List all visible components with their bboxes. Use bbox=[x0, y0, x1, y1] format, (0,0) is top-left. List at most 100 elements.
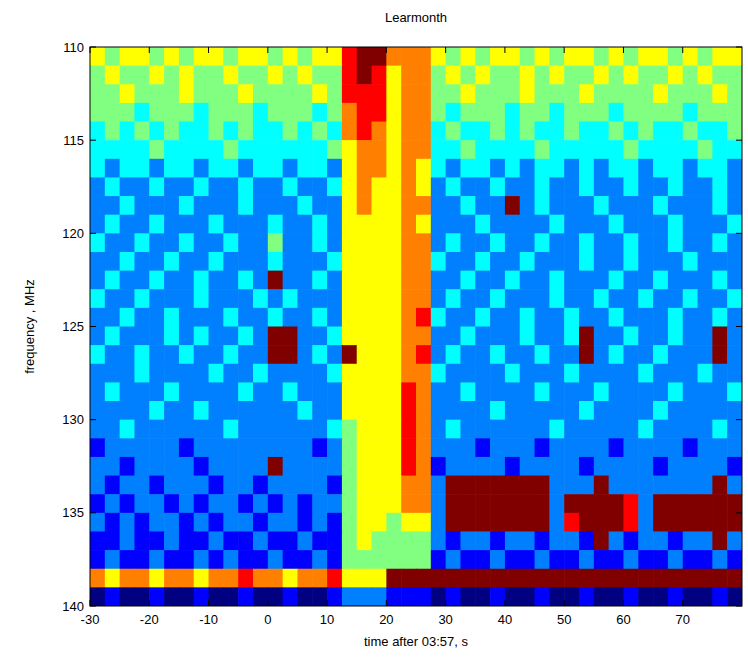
x-tick-label: -30 bbox=[81, 612, 100, 627]
cell bbox=[416, 494, 431, 513]
cell bbox=[386, 271, 401, 290]
cell bbox=[194, 382, 209, 401]
cell bbox=[683, 159, 698, 178]
cell bbox=[564, 122, 579, 141]
cell bbox=[416, 345, 431, 364]
y-tick-label: 135 bbox=[62, 505, 84, 520]
cell bbox=[357, 457, 372, 476]
cell bbox=[638, 457, 653, 476]
cell bbox=[431, 476, 446, 495]
cell bbox=[327, 513, 342, 532]
cell bbox=[312, 327, 327, 346]
cell bbox=[460, 308, 475, 327]
cell bbox=[223, 457, 238, 476]
cell bbox=[431, 233, 446, 252]
cell bbox=[475, 66, 490, 85]
cell bbox=[268, 215, 283, 234]
cell bbox=[446, 327, 461, 346]
cell bbox=[134, 177, 149, 196]
cell bbox=[268, 252, 283, 271]
cell bbox=[253, 47, 268, 66]
cell bbox=[134, 84, 149, 103]
x-tick bbox=[327, 47, 328, 53]
cell bbox=[372, 289, 387, 308]
cell bbox=[446, 420, 461, 439]
cell bbox=[594, 215, 609, 234]
cell bbox=[460, 289, 475, 308]
cell bbox=[401, 457, 416, 476]
cell bbox=[209, 308, 224, 327]
x-tick-label: 70 bbox=[675, 612, 689, 627]
cell bbox=[594, 587, 609, 606]
cell bbox=[727, 401, 742, 420]
cell bbox=[312, 513, 327, 532]
cell bbox=[90, 438, 105, 457]
cell bbox=[416, 289, 431, 308]
cell bbox=[727, 438, 742, 457]
cell bbox=[520, 122, 535, 141]
cell bbox=[90, 382, 105, 401]
cell bbox=[698, 550, 713, 569]
cell bbox=[268, 327, 283, 346]
cell bbox=[623, 345, 638, 364]
cell bbox=[164, 457, 179, 476]
cell bbox=[683, 233, 698, 252]
cell bbox=[357, 345, 372, 364]
cell bbox=[431, 364, 446, 383]
cell bbox=[90, 289, 105, 308]
cell bbox=[283, 196, 298, 215]
cell bbox=[505, 66, 520, 85]
cell bbox=[712, 66, 727, 85]
cell bbox=[623, 401, 638, 420]
cell bbox=[268, 233, 283, 252]
cell bbox=[579, 215, 594, 234]
cell bbox=[209, 345, 224, 364]
cell bbox=[416, 513, 431, 532]
cell bbox=[683, 364, 698, 383]
cell bbox=[416, 84, 431, 103]
cell bbox=[594, 531, 609, 550]
cell bbox=[90, 140, 105, 159]
cell bbox=[209, 550, 224, 569]
cell bbox=[623, 47, 638, 66]
cell bbox=[712, 457, 727, 476]
cell bbox=[223, 401, 238, 420]
cell bbox=[535, 438, 550, 457]
cell bbox=[90, 252, 105, 271]
cell bbox=[698, 587, 713, 606]
cell bbox=[668, 327, 683, 346]
cell bbox=[401, 122, 416, 141]
cell bbox=[120, 531, 135, 550]
cell bbox=[520, 252, 535, 271]
cell bbox=[579, 140, 594, 159]
cell bbox=[698, 438, 713, 457]
cell bbox=[431, 382, 446, 401]
cell bbox=[209, 494, 224, 513]
cell bbox=[209, 513, 224, 532]
y-tick bbox=[736, 326, 742, 327]
cell bbox=[386, 122, 401, 141]
cell bbox=[120, 457, 135, 476]
cell bbox=[283, 382, 298, 401]
cell bbox=[535, 47, 550, 66]
cell bbox=[549, 513, 564, 532]
cell bbox=[609, 233, 624, 252]
cell bbox=[416, 196, 431, 215]
cell bbox=[727, 308, 742, 327]
cell bbox=[683, 569, 698, 588]
cell bbox=[505, 550, 520, 569]
cell bbox=[401, 196, 416, 215]
cell bbox=[727, 364, 742, 383]
cell bbox=[312, 531, 327, 550]
cell bbox=[342, 494, 357, 513]
cell bbox=[372, 196, 387, 215]
cell bbox=[475, 457, 490, 476]
cell bbox=[446, 233, 461, 252]
cell bbox=[490, 401, 505, 420]
cell bbox=[609, 569, 624, 588]
cell bbox=[505, 382, 520, 401]
cell bbox=[105, 308, 120, 327]
cell bbox=[268, 438, 283, 457]
cell bbox=[209, 140, 224, 159]
cell bbox=[223, 252, 238, 271]
